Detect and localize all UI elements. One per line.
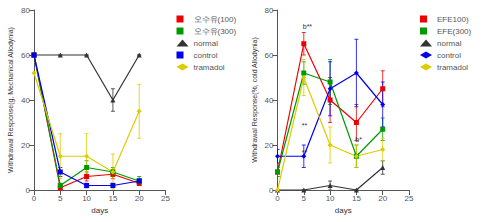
svg-text:15: 15 <box>108 194 117 203</box>
svg-text:40: 40 <box>21 96 30 105</box>
svg-text:10: 10 <box>82 194 91 203</box>
svg-text:5: 5 <box>302 194 307 203</box>
svg-text:0: 0 <box>269 186 274 195</box>
svg-text:control: control <box>194 51 218 60</box>
svg-text:20: 20 <box>265 141 274 150</box>
svg-text:normal: normal <box>437 39 462 48</box>
svg-text:25: 25 <box>161 194 170 203</box>
svg-text:40: 40 <box>265 96 274 105</box>
svg-text:20: 20 <box>21 141 30 150</box>
svg-text:20: 20 <box>135 194 144 203</box>
svg-text:20: 20 <box>378 194 387 203</box>
svg-text:오수유(100): 오수유(100) <box>194 15 237 24</box>
svg-text:오수유(300): 오수유(300) <box>194 27 237 36</box>
svg-text:EFE(300): EFE(300) <box>437 27 472 36</box>
svg-text:tramadol: tramadol <box>437 63 468 72</box>
svg-text:Withdrawal Response(%, cold Al: Withdrawal Response(%, cold Allodynia) <box>251 37 259 163</box>
svg-text:**: ** <box>302 122 308 129</box>
svg-text:15: 15 <box>352 194 361 203</box>
svg-text:Withdrawal Response(g, Mechani: Withdrawal Response(g, Mechanical Allody… <box>7 27 15 173</box>
svg-text:80: 80 <box>21 6 30 15</box>
svg-text:0: 0 <box>275 194 280 203</box>
svg-text:b*: b* <box>355 136 362 143</box>
svg-text:EFE100): EFE100) <box>437 15 469 24</box>
svg-text:days: days <box>335 206 352 215</box>
svg-text:60: 60 <box>21 51 30 60</box>
svg-text:60: 60 <box>265 51 274 60</box>
svg-text:0: 0 <box>32 194 37 203</box>
svg-text:b**: b** <box>303 23 313 30</box>
svg-text:normal: normal <box>194 39 219 48</box>
svg-text:tramadol: tramadol <box>194 63 225 72</box>
svg-text:control: control <box>437 51 461 60</box>
svg-text:10: 10 <box>326 194 335 203</box>
svg-text:80: 80 <box>265 6 274 15</box>
svg-text:0: 0 <box>26 186 31 195</box>
svg-text:days: days <box>91 206 108 215</box>
svg-text:5: 5 <box>58 194 63 203</box>
svg-text:25: 25 <box>405 194 414 203</box>
svg-text:**: ** <box>302 149 308 156</box>
